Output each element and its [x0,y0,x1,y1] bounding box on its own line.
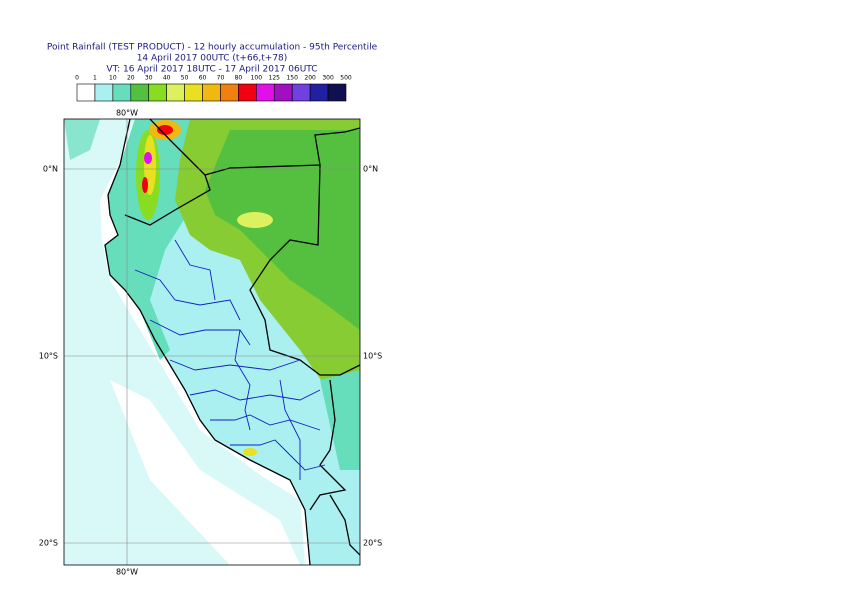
legend-swatch [166,83,185,102]
map [64,119,360,565]
legend-swatch [94,83,114,102]
lon-label: 80°W [116,109,138,118]
legend-label: 50 [181,75,189,82]
legend-label: 100 [251,75,263,82]
legend-swatch [220,83,239,102]
legend-swatch [256,83,275,102]
lat-label: 0°N [363,165,378,174]
legend-label: 0 [75,75,79,82]
map-frame [63,118,361,566]
legend-label: 150 [286,75,298,82]
legend-label: 300 [322,75,334,82]
legend-swatch [112,83,132,102]
lat-label: 10°S [39,352,58,361]
legend-label: 80 [235,75,243,82]
legend-label: 30 [145,75,153,82]
valid-time: VT: 16 April 2017 18UTC - 17 April 2017 … [106,65,317,75]
legend-label: 500 [340,75,352,82]
legend-swatch [273,83,293,102]
lat-label: 10°S [363,352,382,361]
legend-label: 200 [304,75,316,82]
legend-swatch [184,83,203,102]
legend-swatch [202,83,221,102]
legend-label: 20 [127,75,135,82]
title: Point Rainfall (TEST PRODUCT) - 12 hourl… [47,43,378,53]
legend-label: 125 [269,75,281,82]
legend-swatch [148,83,167,102]
legend-swatch [130,83,150,102]
base-time: 14 April 2017 00UTC (t+66,t+78) [137,54,288,64]
lat-label: 20°S [39,539,58,548]
legend-swatch [238,83,257,102]
legend-swatch [309,83,329,102]
legend-swatch [76,83,96,102]
lat-label: 20°S [363,539,382,548]
lon-label: 80°W [116,568,138,577]
legend-swatch [327,83,347,102]
legend-label: 40 [163,75,171,82]
legend-label: 60 [199,75,207,82]
legend-label: 70 [217,75,225,82]
legend-swatch [291,83,311,102]
lat-label: 0°N [43,165,58,174]
legend-label: 1 [93,75,97,82]
legend: 0 1 10 20 30 40 50 60 70 80 100 125 150 200 300 500 [75,75,352,102]
legend-label: 10 [109,75,117,82]
